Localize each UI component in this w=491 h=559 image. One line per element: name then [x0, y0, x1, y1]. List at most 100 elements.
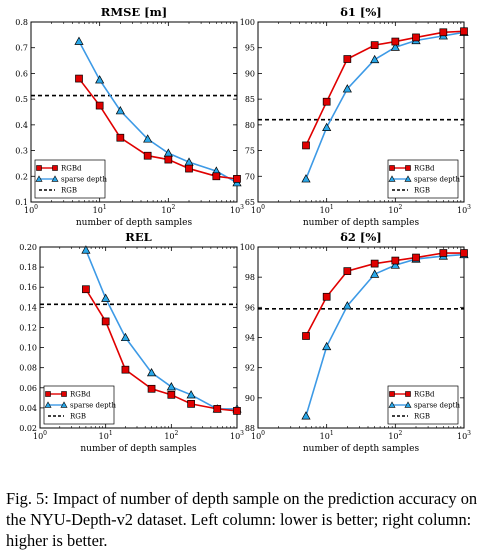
legend-marker-rgbd — [45, 391, 51, 397]
y-tick-label: 94 — [245, 334, 255, 343]
y-tick-label: 0.12 — [19, 323, 37, 332]
point-rgbd — [302, 141, 310, 150]
point-rgbd — [233, 175, 241, 183]
legend-label: RGBd — [414, 165, 435, 173]
point-sparse-depth — [166, 382, 176, 391]
y-tick-label: 0.18 — [19, 263, 37, 272]
x-tick-label: 103 — [230, 430, 244, 441]
x-tick-label: 103 — [457, 204, 471, 215]
x-tick-label: 101 — [99, 430, 113, 441]
x-axis-label: number of depth samples — [303, 444, 420, 454]
point-sparse-depth — [342, 301, 352, 310]
point-rgbd — [370, 259, 379, 268]
legend-box — [43, 385, 115, 425]
y-tick-label: 96 — [245, 303, 255, 312]
x-tick-label: 102 — [388, 204, 402, 215]
legend-marker-rgbd — [61, 391, 67, 397]
point-rgbd — [460, 249, 468, 257]
chart-title: δ1 [%] — [340, 5, 382, 19]
legend-marker-sparse-depth — [60, 401, 68, 408]
x-tick-label: 101 — [320, 430, 334, 441]
series-line-rgbd — [85, 288, 238, 412]
point-sparse-depth — [322, 341, 332, 351]
legend-marker-sparse-depth — [388, 401, 396, 408]
point-rgbd — [147, 384, 156, 393]
legend-label: RGB — [61, 187, 77, 195]
series-line-rgbd — [305, 30, 465, 146]
point-sparse-depth — [301, 174, 311, 183]
chart-panel-2: δ1 [%] 65 70 75 80 85 90 95 100 100 101 102 103 numbe… — [240, 5, 471, 228]
y-tick-label: 0.08 — [19, 364, 37, 373]
y-tick-label: 90 — [245, 69, 255, 78]
y-tick-label: 0.10 — [19, 344, 37, 353]
point-rgbd — [391, 256, 400, 265]
legend-label: sparse depth — [70, 402, 116, 410]
legend-label: sparse depth — [414, 402, 460, 410]
point-rgbd — [121, 365, 130, 374]
y-tick-label: 80 — [245, 121, 255, 130]
y-tick-label: 92 — [245, 364, 255, 373]
chart-panel-4: δ2 [%] 88 90 92 94 96 98 100 100 101 102 103 number … — [240, 230, 471, 454]
y-tick-label: 0.04 — [19, 404, 37, 413]
x-tick-label: 102 — [161, 204, 175, 215]
x-tick-label: 100 — [33, 430, 47, 441]
legend-label: sparse depth — [414, 176, 460, 184]
point-sparse-depth — [74, 36, 84, 45]
point-sparse-depth — [390, 42, 400, 51]
y-tick-label: 70 — [245, 172, 255, 181]
plot-frame — [39, 246, 238, 429]
point-rgbd — [116, 133, 125, 142]
point-rgbd — [343, 55, 352, 63]
point-sparse-depth — [95, 75, 105, 84]
legend-marker-rgbd — [389, 391, 395, 397]
point-rgbd — [213, 405, 222, 413]
point-sparse-depth — [163, 148, 173, 157]
y-tick-label: 0.1 — [15, 198, 28, 207]
legend-marker-rgbd — [52, 165, 58, 171]
chart-title: REL — [125, 230, 151, 244]
legend-marker-rgbd — [405, 391, 411, 397]
x-tick-label: 100 — [251, 204, 265, 215]
legend-marker-sparse-depth — [51, 175, 59, 182]
y-tick-label: 0.14 — [19, 303, 37, 312]
y-tick-label: 0.4 — [15, 121, 28, 130]
legend-label: RGB — [70, 413, 86, 421]
legend-marker-rgbd — [36, 165, 42, 171]
y-tick-label: 90 — [245, 394, 255, 403]
legend-marker-rgbd — [405, 165, 411, 171]
y-tick-label: 98 — [245, 273, 255, 282]
point-sparse-depth — [322, 122, 332, 131]
x-tick-label: 102 — [164, 430, 178, 441]
y-tick-label: 0.7 — [15, 44, 28, 53]
figure: RMSE [m] 0.1 0.2 0.3 0.4 0.5 0.6 0.7 0.8 100 101 10… — [15, 5, 471, 454]
point-rgbd — [101, 317, 110, 326]
legend-marker-sparse-depth — [404, 175, 412, 182]
y-tick-label: 95 — [245, 44, 255, 53]
legend: RGBd sparse depth RGB — [43, 385, 116, 425]
legend: RGBd sparse depth RGB — [387, 159, 460, 199]
y-tick-label: 0.5 — [15, 95, 28, 104]
x-tick-label: 100 — [24, 204, 38, 215]
series-line-rgbd — [78, 78, 238, 180]
legend-label: RGB — [414, 187, 430, 195]
y-tick-label: 75 — [245, 147, 255, 156]
legend: RGBd sparse depth RGB — [387, 385, 460, 425]
x-tick-label: 101 — [320, 204, 334, 215]
chart-title: δ2 [%] — [340, 230, 382, 244]
y-tick-label: 0.8 — [15, 18, 28, 27]
point-rgbd — [439, 249, 448, 257]
x-tick-label: 103 — [230, 204, 244, 215]
point-rgbd — [233, 407, 241, 415]
y-tick-label: 0.02 — [19, 424, 37, 433]
x-tick-label: 103 — [457, 430, 471, 441]
point-sparse-depth — [120, 332, 131, 342]
plot-frame — [30, 21, 238, 203]
point-sparse-depth — [101, 293, 111, 302]
y-tick-label: 0.20 — [19, 243, 37, 252]
y-tick-label: 0.16 — [19, 283, 37, 292]
chart-panel-1: RMSE [m] 0.1 0.2 0.3 0.4 0.5 0.6 0.7 0.8 100 101 10… — [15, 5, 244, 228]
legend-label: sparse depth — [61, 176, 107, 184]
x-axis-label: number of depth samples — [303, 218, 420, 228]
y-tick-label: 88 — [245, 424, 255, 433]
point-rgbd — [439, 28, 448, 37]
